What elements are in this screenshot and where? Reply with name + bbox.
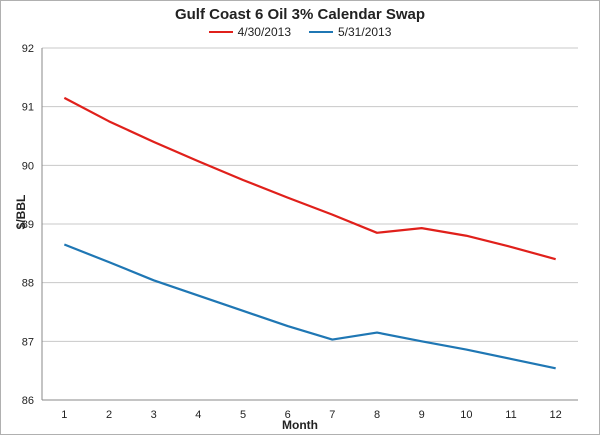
legend-swatch-series-1 [208, 31, 233, 33]
legend-label-series-1: 4/30/2013 [237, 25, 291, 39]
x-tick-label-5: 5 [240, 409, 246, 421]
y-tick-label-91: 91 [22, 102, 34, 114]
legend-swatch-series-2 [309, 31, 333, 33]
x-tick-label-7: 7 [329, 409, 335, 421]
series-line-1 [63, 96, 556, 261]
y-axis-label: $/BBL [14, 194, 28, 230]
x-tick-label-2: 2 [106, 409, 112, 421]
x-tick-label-6: 6 [285, 409, 291, 421]
y-tick-label-92: 92 [22, 43, 34, 55]
x-tick-label-11: 11 [505, 409, 516, 421]
y-tick-label-90: 90 [22, 160, 34, 172]
legend-label-series-2: 5/31/2013 [338, 25, 392, 39]
legend-item-series-1: 4/30/2013 [208, 25, 291, 39]
y-tick-label-88: 88 [22, 278, 34, 290]
legend-item-series-2: 5/31/2013 [309, 25, 391, 39]
x-axis-label: Month [282, 418, 318, 432]
y-tick-label-89: 89 [22, 219, 34, 231]
x-tick-label-8: 8 [374, 409, 380, 421]
y-tick-label-86: 86 [22, 395, 34, 407]
series-line-2 [63, 243, 556, 370]
chart-legend: 4/30/2013 5/31/2013 [0, 25, 600, 39]
x-tick-label-9: 9 [419, 409, 425, 421]
x-tick-label-12: 12 [550, 409, 562, 421]
y-tick-label-87: 87 [22, 336, 34, 348]
x-tick-label-10: 10 [460, 409, 472, 421]
chart-title: Gulf Coast 6 Oil 3% Calendar Swap [174, 6, 426, 23]
x-tick-label-4: 4 [195, 409, 201, 421]
x-tick-label-3: 3 [151, 409, 157, 421]
x-tick-label-1: 1 [61, 409, 67, 421]
